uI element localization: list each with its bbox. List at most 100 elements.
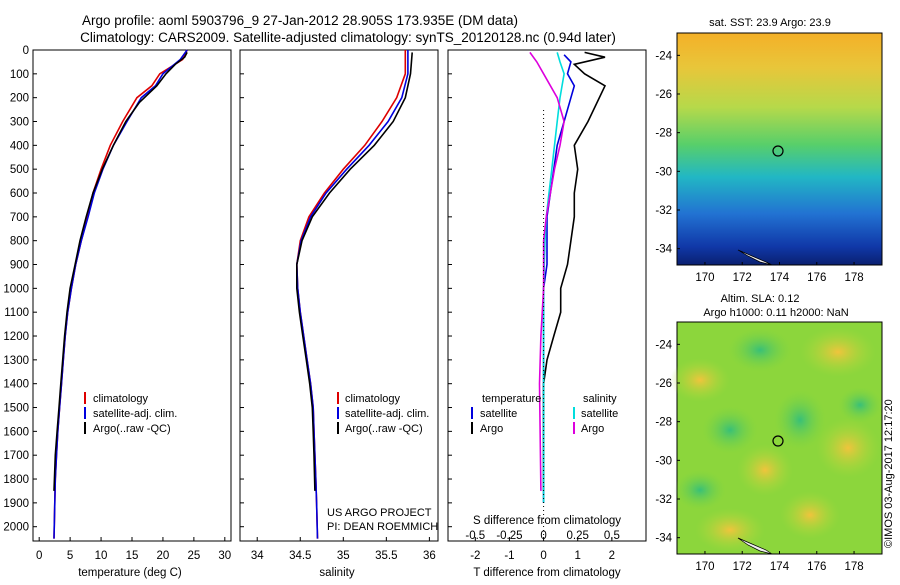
s-tick-label: 0.25 <box>567 530 589 542</box>
salinity-panel-frame <box>239 49 439 542</box>
lon-tick-label: 178 <box>844 272 863 284</box>
salinity-series <box>295 50 413 539</box>
x-tick-label: 2 <box>609 550 615 562</box>
series-line <box>295 52 413 491</box>
legend-label-t-satellite: satellite <box>480 408 517 420</box>
lat-tick-label: -24 <box>655 339 672 351</box>
legend-label-satellite: satellite-adj. clim. <box>93 408 177 420</box>
figure-title-line1: Argo profile: aoml 5903796_9 27-Jan-2012… <box>82 13 518 28</box>
temperature-x-label: temperature (deg C) <box>78 567 182 579</box>
x-tick-label: 20 <box>157 550 170 562</box>
lat-tick-label: -34 <box>655 244 672 256</box>
s-tick-label: -0.25 <box>496 530 522 542</box>
depth-tick-label: 800 <box>10 236 29 248</box>
lon-tick-label: 172 <box>733 272 752 284</box>
lat-tick-label: -26 <box>655 89 672 101</box>
depth-tick-label: 300 <box>10 117 29 129</box>
x-tick-label: 30 <box>218 550 231 562</box>
x-tick-label: -1 <box>504 550 514 562</box>
series-line <box>542 52 565 503</box>
depth-tick-label: 1800 <box>3 474 29 486</box>
depth-tick-label: 400 <box>10 140 29 152</box>
legend-label-climatology: climatology <box>93 393 149 405</box>
depth-tick-label: 900 <box>10 260 29 272</box>
x-tick-label: 10 <box>95 550 108 562</box>
legend-label-t-argo: Argo <box>480 423 503 435</box>
sst-coastline <box>737 249 773 266</box>
temperature-panel-frame <box>32 49 232 542</box>
lat-tick-label: -24 <box>655 50 672 62</box>
legend-label-climatology: climatology <box>345 393 401 405</box>
temperature-x-axis: 0 5 10 15 20 25 30 <box>36 537 231 562</box>
depth-tick-label: 2000 <box>3 522 29 534</box>
legend-label-s-satellite: satellite <box>581 408 618 420</box>
depth-tick-label: 1700 <box>3 450 29 462</box>
depth-axis: 0 100 200 300 400 500 600 700 800 900 1000 1100 1200… <box>3 45 452 534</box>
salinity-legend: climatology satellite-adj. clim. Argo(..… <box>327 392 438 533</box>
x-tick-label: 36 <box>423 550 436 562</box>
depth-tick-label: 500 <box>10 164 29 176</box>
sla-map-title-line1: Altim. SLA: 0.12 <box>721 293 800 305</box>
s-tick-label: 0.5 <box>604 530 620 542</box>
depth-tick-label: 100 <box>10 69 29 81</box>
s-difference-label: S difference from climatology <box>473 515 621 527</box>
legend-temperature-title: temperature <box>482 393 541 405</box>
lat-tick-label: -28 <box>655 417 672 429</box>
lat-tick-label: -30 <box>655 455 672 467</box>
temperature-series <box>53 49 188 539</box>
lon-tick-label: 172 <box>733 561 752 573</box>
lon-tick-label: 170 <box>695 561 714 573</box>
x-tick-label: 34.5 <box>289 550 311 562</box>
sla-lon-axis: 170 172 174 176 178 <box>695 551 864 573</box>
legend-label-s-argo: Argo <box>581 423 604 435</box>
legend-salinity-title: salinity <box>583 393 617 405</box>
sla-float-marker <box>772 435 784 447</box>
depth-tick-label: 1400 <box>3 379 29 391</box>
sst-lat-axis: -24 -26 -28 -30 -32 -34 <box>655 50 680 256</box>
lon-tick-label: 174 <box>770 272 790 284</box>
figure-title-line2: Climatology: CARS2009. Satellite-adjuste… <box>80 30 616 45</box>
sla-lat-axis: -24 -26 -28 -30 -32 -34 <box>655 339 680 545</box>
depth-tick-label: 1500 <box>3 403 29 415</box>
difference-panel-frame <box>447 49 647 542</box>
depth-tick-label: 700 <box>10 212 29 224</box>
credit-project: US ARGO PROJECT <box>327 507 432 519</box>
s-tick-label: -0.5 <box>465 530 485 542</box>
series-line <box>542 51 607 491</box>
x-tick-label: 34 <box>251 550 264 562</box>
lat-tick-label: -28 <box>655 128 672 140</box>
salinity-x-label: salinity <box>319 567 354 579</box>
lon-tick-label: 170 <box>695 272 714 284</box>
depth-tick-label: 1600 <box>3 426 29 438</box>
x-tick-label: 15 <box>126 550 139 562</box>
sst-map-title: sat. SST: 23.9 Argo: 23.9 <box>709 17 831 29</box>
depth-tick-label: 1200 <box>3 331 29 343</box>
lat-tick-label: -26 <box>655 378 672 390</box>
salinity-x-axis: 34 34.5 35 35.5 36 <box>251 537 436 562</box>
depth-tick-label: 1900 <box>3 498 29 510</box>
legend-label-argo: Argo(..raw -QC) <box>345 423 423 435</box>
series-line <box>53 52 188 491</box>
x-tick-label: 0 <box>36 550 42 562</box>
timestamp: ©IMOS 03-Aug-2017 12:17:20 <box>883 399 895 548</box>
depth-tick-label: 600 <box>10 188 29 200</box>
legend-label-satellite: satellite-adj. clim. <box>345 408 429 420</box>
depth-tick-label: 1100 <box>4 307 29 319</box>
sla-coastline <box>737 537 773 555</box>
lon-tick-label: 176 <box>807 561 826 573</box>
depth-tick-label: 200 <box>10 93 29 105</box>
x-tick-label: 1 <box>575 550 581 562</box>
x-tick-label: 25 <box>187 550 200 562</box>
depth-tick-label: 1000 <box>3 283 29 295</box>
sla-map-pattern <box>670 327 882 552</box>
lat-tick-label: -32 <box>655 205 672 217</box>
temperature-legend: climatology satellite-adj. clim. Argo(..… <box>84 392 177 435</box>
sst-lon-axis: 170 172 174 176 178 <box>695 262 864 284</box>
depth-tick-label: 0 <box>23 45 29 57</box>
lat-tick-label: -34 <box>655 533 672 545</box>
lon-tick-label: 176 <box>807 272 826 284</box>
x-tick-label: 35.5 <box>375 550 397 562</box>
x-tick-label: 35 <box>337 550 350 562</box>
lon-tick-label: 174 <box>770 561 790 573</box>
